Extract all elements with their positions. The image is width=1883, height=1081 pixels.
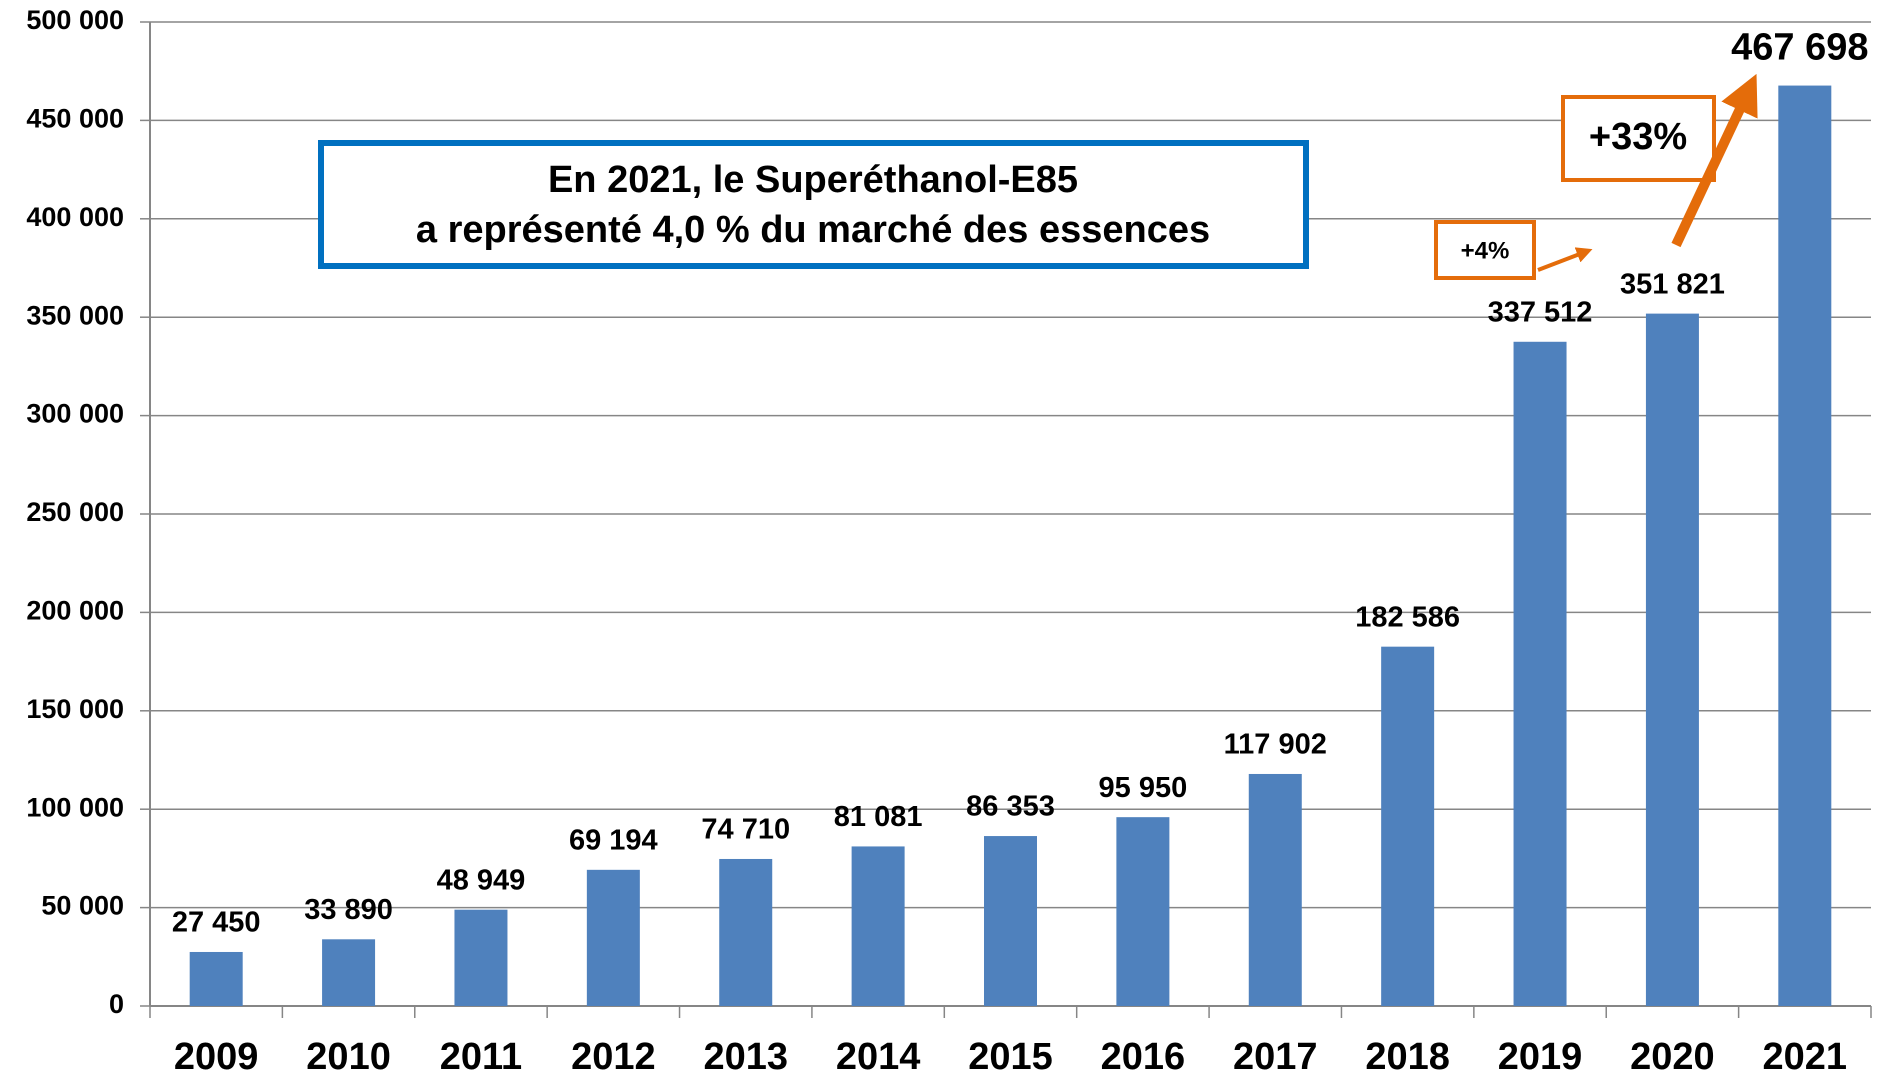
x-tick-label: 2010 [306,1036,391,1078]
grid: 0 50 000 100 000 150 000 200 000 250 000 300 0… [26,5,1872,1019]
x-tick-label: 2013 [703,1036,788,1078]
x-tick-label: 2018 [1365,1036,1450,1078]
data-label: 69 194 [569,824,658,856]
bar [1248,773,1302,1006]
growth-box [1561,95,1716,182]
y-tick-label: 400 000 [26,202,124,232]
data-label: 48 949 [437,864,526,896]
y-tick-label: 150 000 [26,694,124,724]
x-tick-label: 2011 [440,1036,522,1078]
x-tick-label: 2019 [1498,1036,1583,1078]
x-tick-label: 2016 [1101,1036,1186,1078]
x-tick-label: 2015 [968,1036,1053,1078]
bar [454,909,508,1006]
x-tick-label: 2009 [174,1036,259,1078]
y-tick-label: 100 000 [26,792,124,822]
bar [984,836,1037,1006]
bar [1381,646,1435,1006]
data-label: 86 353 [966,791,1055,823]
bar [719,858,773,1006]
y-tick-label: 500 000 [26,5,124,35]
annotation-line: En 2021, le Superéthanol-E85 [548,159,1078,201]
data-label: 27 450 [172,907,261,939]
annotation-box [318,140,1309,269]
growth-box [1434,220,1536,280]
data-label: 351 821 [1620,268,1725,300]
y-tick-label: 0 [109,989,124,1019]
bar [851,846,905,1006]
bar [322,939,376,1006]
x-tick-label: 2012 [571,1036,656,1078]
data-label: 467 698 [1731,27,1868,69]
bar [189,951,243,1006]
y-tick-label: 300 000 [26,399,124,429]
x-tick-label: 2020 [1630,1036,1715,1078]
y-tick-label: 200 000 [26,596,124,626]
data-label: 74 710 [701,814,790,846]
bar [1645,313,1699,1006]
growth-label: +33% [1589,116,1687,158]
data-label: 81 081 [834,801,923,833]
x-tick-label: 2021 [1763,1036,1848,1078]
data-label: 182 586 [1355,601,1460,633]
x-tick-label: 2014 [836,1036,921,1078]
marks: 2009 27 450 2010 33 890 2011 48 949 2012 69 194… [172,27,1869,1078]
growth-label: +4% [1461,237,1510,264]
growth-arrow [1671,73,1758,248]
y-tick-label: 450 000 [26,104,124,134]
y-tick-label: 250 000 [26,497,124,527]
annotation-line: a représenté 4,0 % du marché des essence… [416,209,1210,251]
bar [586,869,640,1006]
data-label: 117 902 [1224,729,1327,761]
y-tick-label: 350 000 [26,300,124,330]
data-label: 337 512 [1488,296,1593,328]
y-tick-label: 50 000 [41,891,124,921]
bar [1116,817,1170,1006]
x-tick-label: 2017 [1233,1036,1318,1078]
data-label: 95 950 [1099,772,1188,804]
data-label: 33 890 [304,894,393,926]
bar [1513,341,1567,1007]
growth-arrow [1537,247,1593,272]
bar [1778,85,1832,1007]
